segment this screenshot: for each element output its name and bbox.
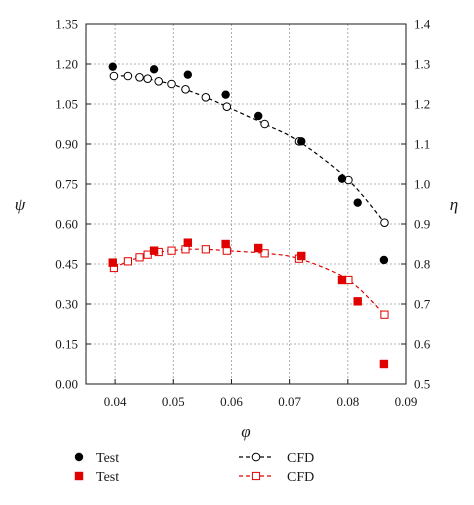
- legend-label: Test: [96, 451, 119, 466]
- y-left-tick-label: 0.15: [55, 337, 78, 352]
- data-point-test-head: [108, 62, 117, 71]
- legend-label: CFD: [287, 470, 314, 485]
- data-point-test-head: [353, 198, 362, 207]
- data-point-cfd-head: [123, 71, 133, 81]
- data-point-test-head: [254, 111, 263, 121]
- data-point-test-efficiency: [183, 238, 193, 247]
- legend-item: Test: [74, 451, 119, 466]
- y-axis-left: 0.00 0.15 0.30 0.45 0.60 0.75 0.90 1.05 1.20 1.35…: [15, 17, 91, 392]
- data-point-cfd-efficiency: [135, 253, 144, 262]
- data-point-test-head: [149, 65, 159, 74]
- data-point-test-efficiency: [108, 258, 117, 267]
- x-axis-label: φ: [241, 422, 250, 441]
- data-point-test-efficiency: [337, 275, 347, 285]
- y-left-tick-label: 1.35: [55, 17, 78, 32]
- data-point-test-head: [183, 70, 193, 79]
- data-point-cfd-head: [222, 102, 232, 111]
- data-point-cfd-efficiency: [123, 257, 132, 266]
- data-point-test-efficiency: [254, 243, 263, 253]
- y-axis-right: 0.5 0.6 0.7 0.8 0.9 1.0 1.1 1.2 1.3 1.4 η: [401, 17, 458, 392]
- data-point-cfd-head: [201, 93, 211, 102]
- data-point-test-head: [379, 255, 389, 265]
- legend-marker: [251, 452, 261, 462]
- data-point-cfd-efficiency: [380, 310, 389, 319]
- legend-item: CFD: [239, 451, 314, 466]
- y-right-tick-label: 1.4: [414, 17, 431, 32]
- legend-marker: [251, 471, 261, 481]
- data-point-cfd-head: [154, 77, 164, 86]
- legend-item: CFD: [239, 470, 314, 485]
- y-right-tick-label: 1.0: [414, 177, 430, 192]
- y-axis-right-label: η: [450, 195, 458, 214]
- y-left-tick-label: 0.30: [55, 297, 78, 312]
- x-axis: 0.04 0.05 0.06 0.07 0.08 0.09 φ: [104, 379, 418, 441]
- data-point-cfd-head: [260, 119, 269, 129]
- legend-item: Test: [74, 470, 119, 485]
- data-point-test-efficiency: [221, 239, 230, 249]
- x-tick-label: 0.07: [278, 394, 301, 409]
- data-point-test-efficiency: [297, 251, 306, 261]
- x-tick-label: 0.09: [395, 394, 418, 409]
- y-left-tick-label: 0.75: [55, 177, 78, 192]
- data-point-test-efficiency: [379, 359, 389, 369]
- data-point-test-head: [297, 137, 306, 146]
- data-point-cfd-head: [181, 85, 190, 94]
- data-point-cfd-head: [380, 218, 389, 227]
- legend-marker: [74, 471, 84, 481]
- x-tick-label: 0.05: [162, 394, 185, 409]
- y-right-tick-label: 0.9: [414, 217, 430, 232]
- legend-label: Test: [96, 470, 119, 485]
- data-point-test-head: [337, 174, 347, 183]
- y-right-tick-label: 0.5: [414, 377, 430, 392]
- y-right-tick-label: 1.3: [414, 57, 430, 72]
- data-point-cfd-efficiency: [167, 246, 176, 255]
- y-right-tick-label: 1.1: [414, 137, 430, 152]
- series-line-cfd-head: [113, 75, 385, 224]
- data-point-cfd-head: [167, 79, 176, 89]
- legend-label: CFD: [287, 451, 314, 466]
- y-left-tick-label: 0.45: [55, 257, 78, 272]
- data-point-test-head: [221, 90, 230, 99]
- data-point-cfd-head: [109, 71, 119, 81]
- data-point-cfd-efficiency: [201, 245, 210, 254]
- data-point-test-efficiency: [353, 297, 362, 306]
- series-test-head: [108, 62, 389, 265]
- y-right-tick-label: 0.8: [414, 257, 430, 272]
- y-left-tick-label: 0.00: [55, 377, 78, 392]
- series-cfd-efficiency: [109, 245, 389, 319]
- data-point-cfd-head: [143, 74, 152, 83]
- y-left-tick-label: 1.05: [55, 97, 78, 112]
- y-left-tick-label: 0.90: [55, 137, 78, 152]
- y-left-tick-label: 0.60: [55, 217, 78, 232]
- series-test-efficiency: [108, 238, 389, 369]
- x-tick-label: 0.06: [220, 394, 243, 409]
- legend-marker: [74, 452, 84, 462]
- x-tick-label: 0.04: [104, 394, 127, 409]
- data-point-cfd-head: [135, 73, 144, 82]
- y-right-tick-label: 0.6: [414, 337, 431, 352]
- y-right-tick-label: 0.7: [414, 297, 431, 312]
- legend: Test Test CFD CFD: [74, 451, 314, 485]
- y-right-tick-label: 1.2: [414, 97, 430, 112]
- y-axis-left-label: ψ: [15, 195, 26, 214]
- plot-frame: [85, 23, 407, 385]
- y-left-tick-label: 1.20: [55, 57, 78, 72]
- series-cfd-head: [109, 71, 389, 227]
- data-point-test-efficiency: [149, 246, 159, 255]
- x-tick-label: 0.08: [336, 394, 359, 409]
- data-point-cfd-efficiency: [260, 249, 269, 258]
